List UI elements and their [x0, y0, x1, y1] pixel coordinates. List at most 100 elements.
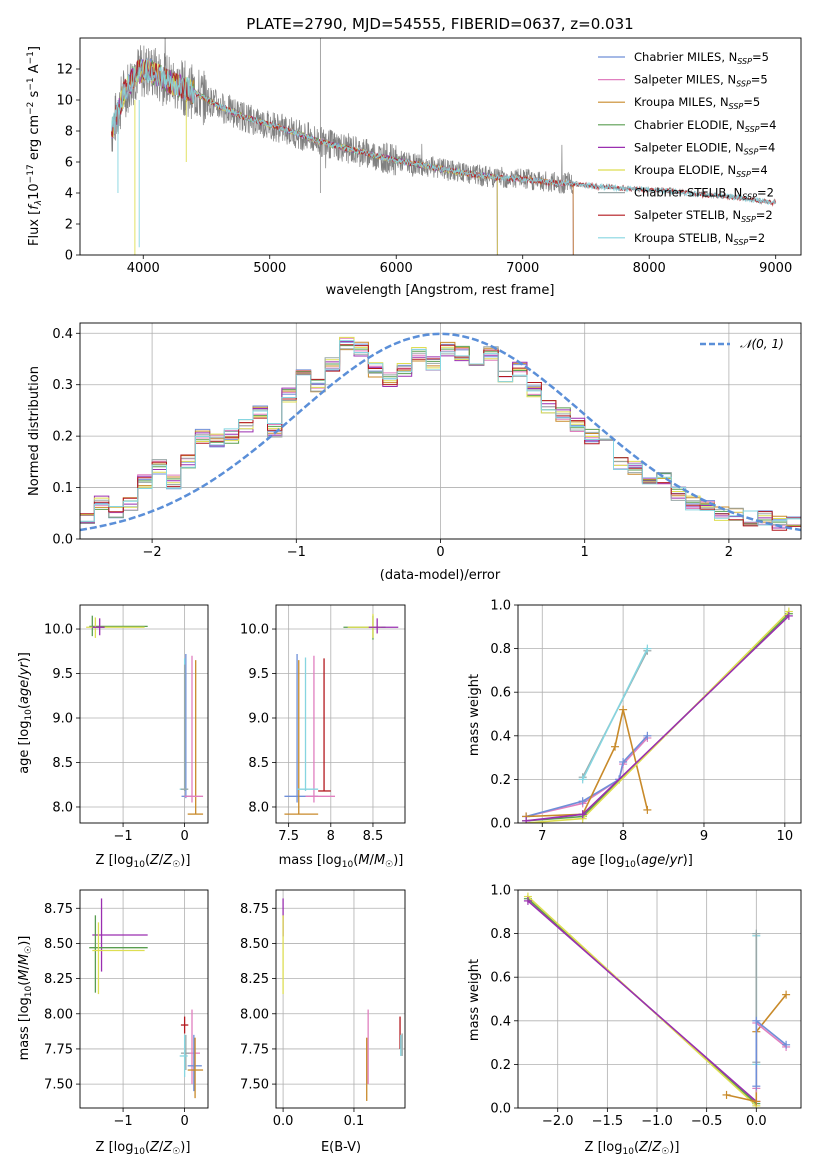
model-spectrum-kroupa-stelib: [111, 58, 777, 205]
axes-frame: [275, 889, 406, 1109]
y-tick-label: 1.0: [490, 599, 511, 614]
x-tick-label: 0: [436, 545, 444, 560]
x-tick-label: 0: [180, 829, 188, 844]
y-tick-label: 0.4: [52, 327, 73, 342]
x-tick-label: 1: [581, 545, 589, 560]
x-tick-label: 8000: [633, 261, 666, 276]
age-vs-Z-plot-area: −1 0 8.0 8.5 9.0 9.5 10.0: [44, 604, 209, 844]
x-tick-label: 9: [700, 829, 708, 844]
x-tick-label: −1.0: [641, 1114, 673, 1129]
x-tick-label: 0.0: [273, 1114, 294, 1129]
legend-label: Kroupa MILES, NSSP=5: [634, 95, 760, 111]
legend-label: Chabrier ELODIE, NSSP=4: [634, 118, 776, 134]
age-vs-mass-xlabel: mass [log10(M/M☉)]: [279, 853, 404, 870]
weight-vs-Z-plot-area: −2.0 −1.5 −1.0 −0.5 0.0 0.0 0.2 0.4 0.6 0.8 1.0: [490, 884, 802, 1129]
axes-frame: [79, 37, 802, 256]
spectrum-legend: Chabrier MILES, NSSP=5 Salpeter MILES, NS…: [598, 50, 776, 247]
y-tick-label: 8.25: [44, 972, 73, 987]
x-tick-label: 7000: [506, 261, 539, 276]
legend-subscript: SSP: [741, 215, 756, 224]
weight-vs-Z-ylabel: mass weight: [467, 959, 482, 1041]
weight-vs-age-xlabel: age [log10(age/yr)]: [571, 853, 693, 870]
series-layer: [284, 613, 399, 815]
y-tick-label: 9.5: [52, 667, 73, 682]
y-tick-label: 0.0: [490, 1102, 511, 1117]
weight-line: [527, 900, 757, 1103]
y-tick-label: 1.0: [490, 884, 511, 899]
series-layer: [282, 898, 403, 1101]
x-tick-label: 8.5: [363, 829, 384, 844]
x-tick-label: −2.0: [542, 1114, 574, 1129]
residuals-panel: −2 −1 0 1 2 0.0 0.1 0.2 0.3 0.4 (data-model)/erro…: [27, 322, 802, 583]
weight-line: [755, 1019, 787, 1087]
residuals-xlabel: (data-model)/error: [380, 568, 501, 583]
age-vs-mass-panel: 7.5 8 8.5 8.0 8.5 9.0 9.5 10.0 mass [log10(M/M☉…: [240, 604, 406, 870]
x-tick-label: 7.5: [278, 829, 299, 844]
x-tick-label: −1: [287, 545, 306, 560]
series-layer: [523, 892, 791, 1108]
y-tick-label: 12: [56, 63, 73, 78]
legend-label: Kroupa STELIB, NSSP=2: [634, 231, 765, 247]
legend-value: =4: [760, 118, 777, 132]
mass-vs-EBV-xlabel: E(B-V): [321, 1140, 361, 1155]
legend-value: =5: [743, 95, 760, 109]
series-layer: [80, 332, 801, 539]
legend-subscript: SSP: [734, 238, 749, 247]
series-layer: [89, 898, 204, 1099]
y-tick-label: 7.75: [240, 1042, 269, 1057]
y-tick-label: 9.0: [52, 712, 73, 727]
x-tick-label: 6000: [380, 261, 413, 276]
weight-vs-age-panel: 7 8 9 10 0.0 0.2 0.4 0.6 0.8 1.0 age [log10(age/y…: [467, 599, 802, 870]
axes-frame: [517, 889, 802, 1109]
y-tick-label: 8.0: [248, 800, 269, 815]
y-tick-label: 8.0: [52, 800, 73, 815]
y-tick-label: 10.0: [44, 623, 73, 638]
y-tick-label: 4: [65, 187, 73, 202]
y-tick-label: 0.0: [490, 817, 511, 832]
y-tick-label: 7.50: [240, 1078, 269, 1093]
legend-label: Kroupa ELODIE, NSSP=4: [634, 163, 768, 179]
y-tick-label: 8.75: [240, 902, 269, 917]
histogram-kroupa-stelib: [80, 340, 801, 539]
x-tick-label: −1: [113, 829, 132, 844]
y-tick-label: 0.8: [490, 927, 511, 942]
x-tick-label: 10: [777, 829, 794, 844]
age-vs-Z-panel: −1 0 8.0 8.5 9.0 9.5 10.0 Z [log10(Z/Z☉)] age …: [17, 604, 209, 870]
weight-line: [526, 613, 790, 822]
y-tick-label: 0.4: [490, 729, 511, 744]
y-tick-label: 0.8: [490, 642, 511, 657]
x-tick-label: 5000: [253, 261, 286, 276]
y-tick-label: 8.75: [44, 902, 73, 917]
y-tick-label: 8.50: [44, 937, 73, 952]
axes-frame: [275, 604, 406, 824]
legend-subscript: SSP: [729, 102, 744, 111]
mass-vs-EBV-plot-area: 0.0 0.1 7.50 7.75 8.00 8.25 8.50 8.75: [240, 889, 406, 1129]
age-vs-mass-plot-area: 7.5 8 8.5 8.0 8.5 9.0 9.5 10.0: [240, 604, 406, 844]
mass-vs-EBV-panel: 0.0 0.1 7.50 7.75 8.00 8.25 8.50 8.75 E(B-V): [240, 889, 406, 1155]
residuals-plot-area: −2 −1 0 1 2 0.0 0.1 0.2 0.3 0.4: [52, 322, 802, 560]
y-tick-label: 7.50: [44, 1078, 73, 1093]
series-layer: [522, 607, 793, 823]
spectrum-panel: 4000 5000 6000 7000 8000 9000 0 2 4 6 8 10 12 wavele…: [26, 37, 802, 298]
legend-value: =5: [752, 50, 769, 64]
weight-vs-age-plot-area: 7 8 9 10 0.0 0.2 0.4 0.6 0.8 1.0: [490, 599, 802, 844]
legend-label: Chabrier MILES, NSSP=5: [634, 50, 769, 66]
y-tick-label: 8.00: [44, 1007, 73, 1022]
legend-label: Salpeter ELODIE, NSSP=4: [634, 140, 775, 156]
y-tick-label: 0.3: [52, 378, 73, 393]
y-tick-label: 0.6: [490, 971, 511, 986]
series-layer: [111, 38, 777, 255]
y-tick-label: 0.2: [490, 1058, 511, 1073]
legend-subscript: SSP: [745, 125, 760, 134]
x-tick-label: 0.1: [344, 1114, 365, 1129]
y-tick-label: 8: [65, 125, 73, 140]
y-tick-label: 10.0: [240, 623, 269, 638]
age-vs-Z-xlabel: Z [log10(Z/Z☉)]: [96, 853, 191, 870]
weight-vs-Z-xlabel: Z [log10(Z/Z☉)]: [585, 1140, 680, 1157]
age-vs-Z-ylabel: age [log10(age/yr)]: [17, 652, 34, 774]
y-tick-label: 0.0: [52, 533, 73, 548]
y-tick-label: 0.2: [490, 773, 511, 788]
legend-label: Salpeter MILES, NSSP=5: [634, 73, 768, 89]
y-tick-label: 2: [65, 218, 73, 233]
